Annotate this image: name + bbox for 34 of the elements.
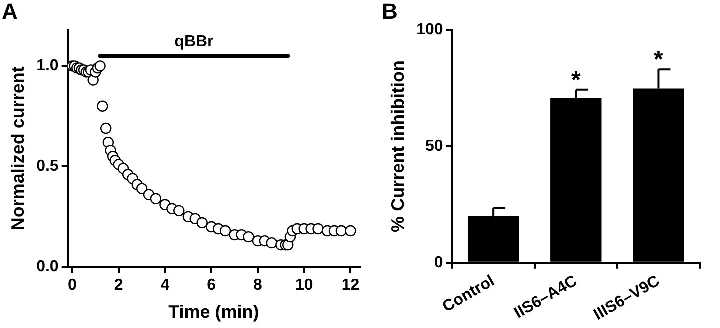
x-tick-label: 6 (207, 277, 216, 294)
point (150, 193, 162, 204)
y-tick-label: 0.0 (36, 258, 59, 276)
x-axis-title: Time (min) (168, 302, 260, 322)
x-tick-label: 12 (342, 277, 360, 294)
x-tick-label: 8 (254, 277, 263, 294)
y-tick-label: 0 (434, 254, 444, 272)
chart-title: B (382, 0, 398, 24)
point (100, 122, 112, 134)
point (312, 223, 324, 235)
y-tick-label: 50 (426, 138, 444, 155)
y-tick-label: 0.5 (36, 158, 59, 176)
point (243, 231, 254, 243)
x-tick-label: 10 (295, 277, 314, 294)
y-axis-title: Normalized current (8, 66, 28, 231)
point (220, 225, 232, 237)
point (136, 183, 148, 194)
annotation: * (654, 46, 664, 74)
point (266, 237, 278, 249)
y-tick-label: 1.0 (36, 58, 59, 75)
point (97, 100, 108, 112)
x-tick-label: 2 (114, 277, 124, 294)
point (196, 217, 208, 229)
x-tick-label: 0 (68, 277, 78, 294)
chart-title: A (2, 0, 18, 24)
annotation: * (571, 66, 582, 94)
x-tick-label: 4 (160, 277, 170, 294)
point (336, 225, 348, 237)
point (94, 60, 106, 72)
y-axis-title: % Current inhibition (388, 60, 408, 232)
point (345, 225, 356, 237)
point (174, 205, 185, 217)
y-tick-label: 100 (416, 21, 444, 38)
series-label: qBBr (174, 34, 214, 51)
